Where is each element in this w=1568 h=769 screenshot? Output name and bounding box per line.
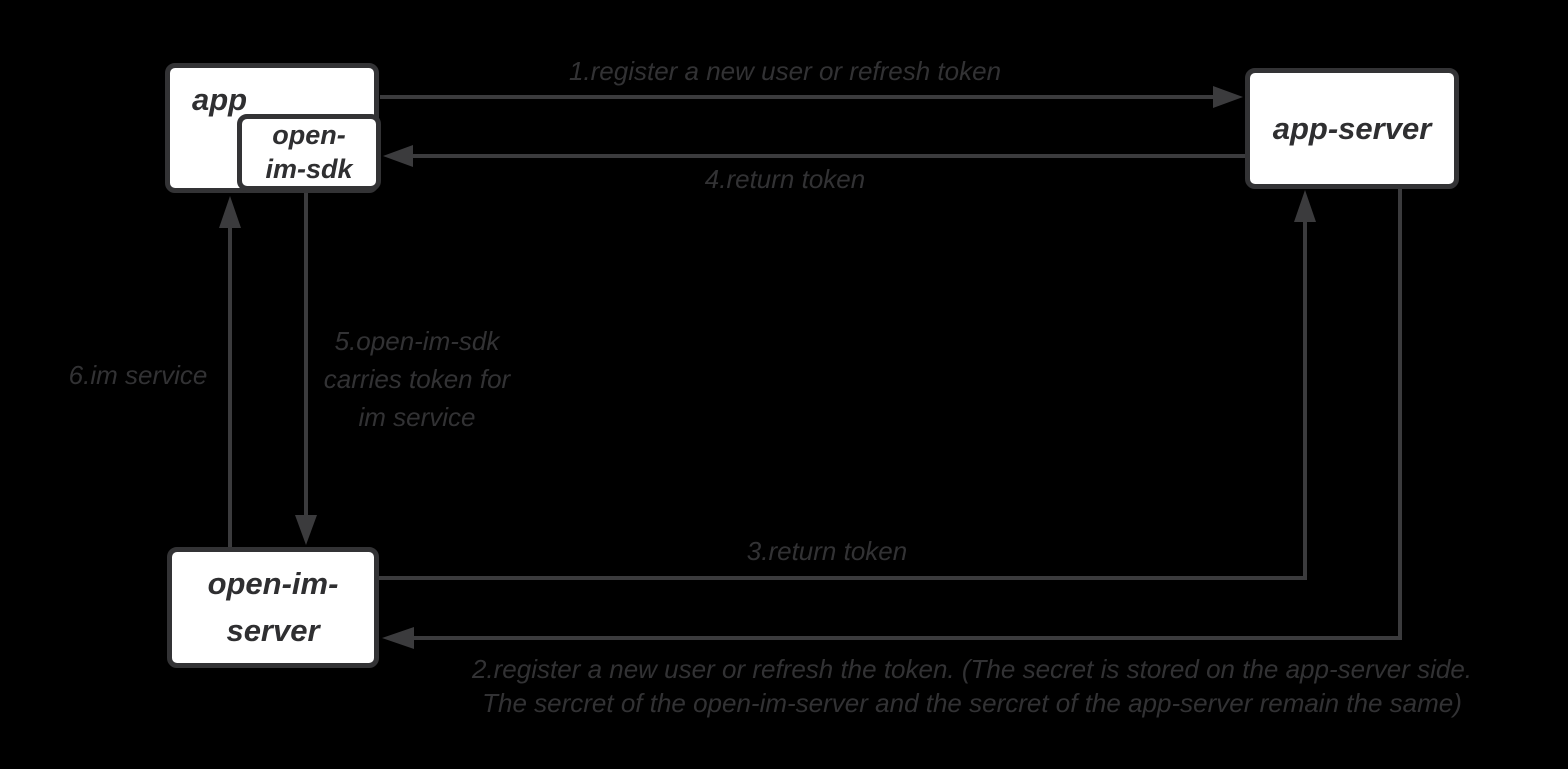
node-open-im-server: open-im- server [167, 547, 379, 668]
node-open-im-sdk: open- im-sdk [237, 114, 381, 191]
edge-label-5-carries-token: 5.open-im-sdk carries token for im servi… [323, 326, 511, 432]
node-open-im-server-label: open-im- server [207, 566, 339, 648]
node-app-label: app [192, 82, 248, 117]
arrow-3-open-im-server-to-app-server [378, 190, 1316, 580]
arrow-1-app-to-app-server [380, 86, 1243, 108]
arrow-4-app-server-to-open-im-sdk [383, 145, 1245, 167]
node-app-server-label: app-server [1272, 110, 1432, 146]
edge-label-3-return-token: 3.return token [746, 536, 908, 566]
edge-label-2-register-secret: 2.register a new user or refresh the tok… [471, 654, 1473, 718]
arrow-5-open-im-sdk-to-open-im-server [295, 191, 317, 545]
edge-label-6-im-service: 6.im service [68, 360, 208, 390]
node-app-server: app-server [1245, 68, 1459, 189]
arrow-2-app-server-to-open-im-server [382, 188, 1402, 649]
edge-label-1-register: 1.register a new user or refresh token [568, 56, 1002, 86]
arrow-6-open-im-server-to-app [219, 196, 241, 548]
node-open-im-sdk-label: open- im-sdk [265, 119, 353, 184]
edge-label-4-return-token: 4.return token [704, 164, 866, 194]
